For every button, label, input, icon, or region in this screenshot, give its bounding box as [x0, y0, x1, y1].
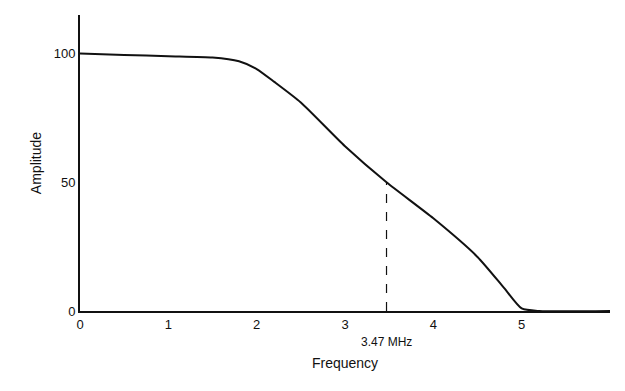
svg-text:50: 50	[61, 175, 75, 190]
svg-text:1: 1	[165, 317, 172, 332]
svg-text:4: 4	[430, 317, 437, 332]
svg-text:100: 100	[54, 46, 76, 61]
svg-text:3.47 MHz: 3.47 MHz	[361, 335, 412, 349]
svg-text:Frequency: Frequency	[312, 355, 378, 371]
svg-text:3: 3	[341, 317, 348, 332]
svg-text:0: 0	[68, 304, 75, 319]
svg-text:0: 0	[76, 317, 83, 332]
svg-text:2: 2	[253, 317, 260, 332]
svg-text:5: 5	[518, 317, 525, 332]
svg-text:Amplitude: Amplitude	[28, 132, 44, 194]
